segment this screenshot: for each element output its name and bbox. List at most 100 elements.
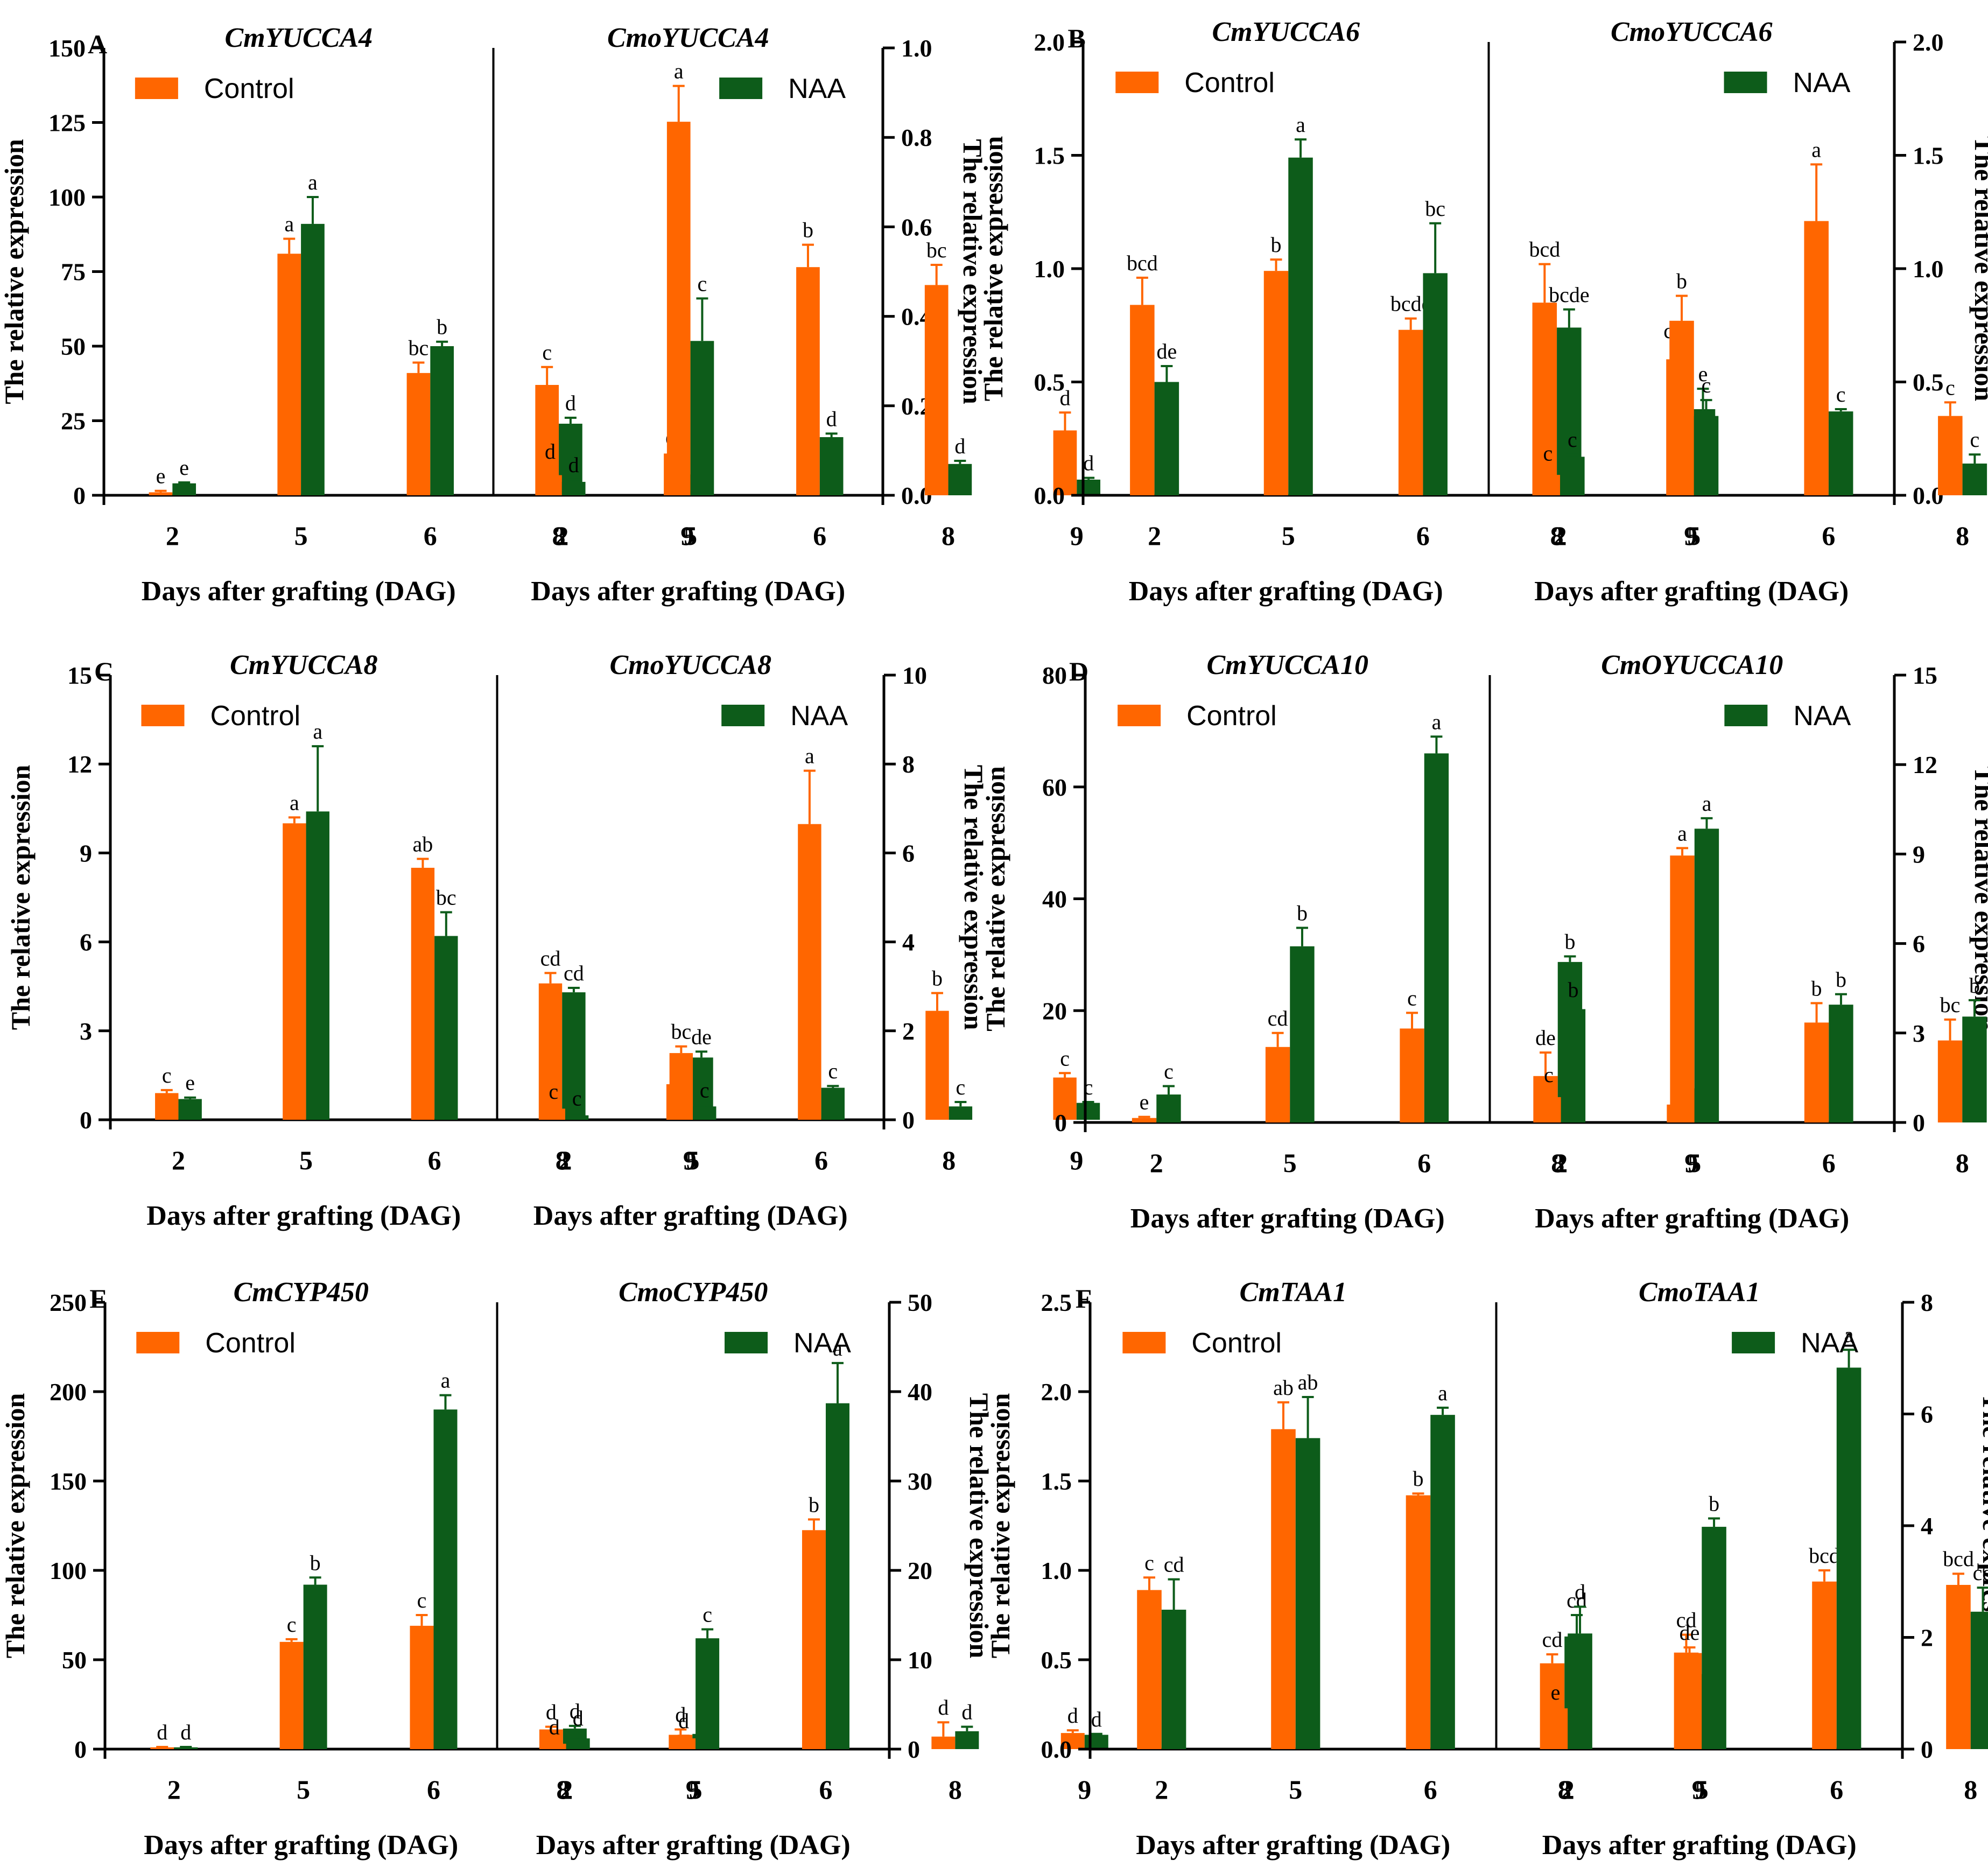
x-tick-label: 8 [556,1774,570,1805]
legend-label-naa: NAA [793,1328,851,1359]
significance-label-naa: b [1709,1492,1719,1516]
bar-control [1536,1097,1561,1122]
bar-control [1946,1584,1971,1749]
significance-label-control: c [1144,1550,1154,1575]
significance-label-naa: b [310,1550,321,1575]
significance-label-control: c [287,1612,297,1637]
legend-label-naa: NAA [1793,700,1851,732]
x-axis-title-right: Days after grafting (DAG) [536,1830,851,1861]
subplot-title-left: CmYUCCA6 [1212,17,1360,47]
significance-label-naa: b [1564,929,1575,953]
left-y-tick-label: 150 [50,1468,87,1495]
x-tick-label: 2 [1554,521,1567,551]
legend-label-naa: NAA [790,700,848,732]
bar-naa [1076,1103,1100,1120]
significance-label-naa: b [1297,901,1308,925]
bar-naa [301,223,325,495]
significance-label-naa: b [437,315,447,339]
left-y-tick-label: 1.0 [1034,255,1065,283]
right-y-tick-label: 0 [902,1106,915,1134]
bar-control [796,267,820,495]
x-tick-label: 8 [1964,1774,1977,1805]
x-tick-label: 8 [942,521,955,551]
x-tick-label: 9 [680,521,694,551]
subplot-title-right: CmoYUCCA8 [610,650,772,680]
bar-naa [1295,1438,1320,1749]
right-y-tick-label: 1.0 [1913,255,1944,283]
bar-control [669,1053,693,1120]
significance-label-control: b [1271,233,1282,257]
significance-label-naa: a [1432,710,1442,734]
significance-label-control: c [1060,1046,1070,1070]
right-y-tick-label: 1.0 [901,34,932,62]
x-tick-label: 6 [1830,1774,1843,1805]
bar-control [1670,855,1695,1122]
significance-label-control: c [162,1063,172,1087]
right-y-tick-label: 2 [1921,1624,1933,1652]
x-tick-label: 6 [1417,1148,1431,1178]
significance-label-control: a [290,790,299,815]
left-y-tick-label: 250 [50,1289,87,1316]
bar-control [277,254,301,495]
x-axis-title-right: Days after grafting (DAG) [1534,576,1849,607]
x-tick-label: 6 [424,521,437,551]
significance-label-control: ab [1273,1375,1294,1400]
right-y-tick-label: 6 [902,839,915,867]
right-y-tick-label: 1.5 [1913,142,1944,170]
bar-control [1938,416,1963,495]
significance-label-naa: cd [1973,1561,1988,1585]
bar-control [666,122,691,496]
x-tick-label: 2 [166,521,179,551]
significance-label-naa: cd [564,961,584,985]
significance-label-control: bc [409,335,429,360]
significance-label-control: d [157,1720,167,1744]
bar-naa [306,811,329,1120]
bar-naa [1829,1005,1853,1122]
x-tick-label: 8 [556,1145,569,1175]
right-y-tick-label: 4 [1921,1512,1933,1540]
bar-naa [562,992,586,1120]
significance-label-naa: c [1970,427,1979,452]
significance-label-control: d [1059,385,1070,410]
bar-naa [1154,382,1179,495]
right-y-axis-title: The relative expression [964,1393,994,1659]
right-y-tick-label: 10 [902,662,927,689]
bar-control [1130,305,1155,495]
bar-naa [1290,946,1315,1122]
left-y-axis-title: The relative expression [980,766,1010,1031]
significance-label-naa: d [1083,451,1094,475]
right-y-axis-title: The relative expression [1977,1393,1988,1659]
left-y-tick-label: 3 [80,1017,92,1045]
right-y-axis-title: The relative expression [1969,136,1988,402]
significance-label-control: a [1677,821,1687,845]
left-y-tick-label: 15 [67,662,92,689]
significance-label-control: cd [1268,1006,1288,1030]
legend-label-naa: NAA [788,73,846,104]
bar-naa [1970,1611,1988,1749]
bar-control [1532,303,1557,495]
subplot-title-right: CmoYUCCA4 [607,23,769,53]
left-y-tick-label: 0.5 [1041,1646,1072,1674]
bar-naa [1161,1610,1186,1749]
significance-label-control: a [284,212,294,236]
significance-label-control: b [1811,976,1822,1000]
left-y-tick-label: 1.5 [1041,1468,1072,1495]
x-axis-title-right: Days after grafting (DAG) [533,1201,848,1231]
bar-control [1053,1077,1077,1120]
right-y-tick-label: 8 [902,750,915,778]
x-tick-label: 8 [1558,1774,1571,1805]
significance-label-control: d [546,1700,557,1724]
legend-swatch-control [136,1332,180,1353]
legend-swatch-control [1115,72,1159,93]
significance-label-control: c [549,1079,558,1104]
significance-label-naa: c [956,1075,966,1099]
bar-naa [1962,1016,1987,1122]
significance-label-control: d [938,1695,949,1719]
significance-label-control: d [545,439,556,464]
bar-control [1060,1733,1085,1749]
legend-label-control: Control [204,73,294,104]
bar-control [155,1093,179,1120]
significance-label-naa: c [828,1059,838,1083]
x-tick-label: 5 [294,521,308,551]
